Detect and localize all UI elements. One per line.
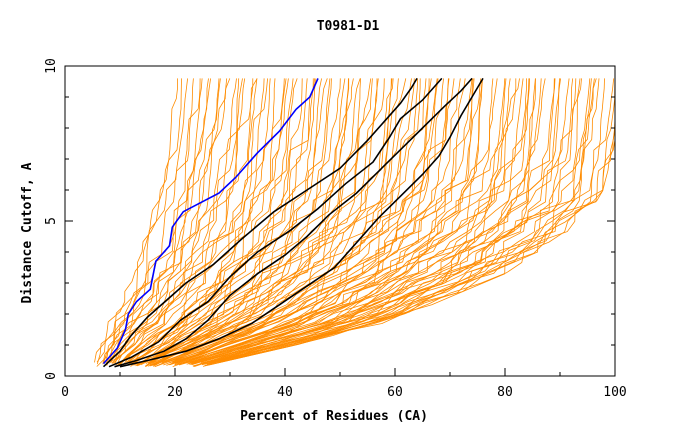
model-curve: [135, 78, 328, 367]
model-curve: [146, 78, 373, 367]
model-curve: [96, 78, 182, 365]
model-curve: [145, 78, 354, 365]
model-curve: [130, 78, 314, 367]
model-curve: [148, 78, 361, 364]
model-curve: [153, 78, 412, 367]
model-curve: [117, 78, 265, 366]
x-tick-label: 80: [497, 385, 513, 400]
y-tick-label: 10: [44, 58, 59, 74]
model-curve: [151, 78, 394, 364]
model-curve: [154, 78, 415, 366]
model-curve: [171, 78, 482, 364]
x-tick-label: 100: [603, 385, 626, 400]
model-curve: [105, 78, 221, 366]
model-curve: [151, 78, 399, 366]
model-curve: [152, 78, 418, 366]
model-curve: [154, 78, 421, 368]
model-curve: [178, 78, 498, 365]
reference-curve: [119, 77, 484, 368]
model-curve: [105, 78, 203, 363]
model-curve: [190, 78, 530, 365]
model-curve: [132, 78, 308, 364]
model-curve: [125, 78, 294, 365]
model-curve: [169, 78, 474, 366]
model-curve: [190, 78, 560, 365]
model-curve: [136, 78, 350, 366]
model-curve: [200, 78, 556, 363]
y-tick-labels: 0 5 10: [44, 58, 59, 380]
model-curve: [192, 78, 581, 367]
x-tick-labels: 0 20 40 60 80 100: [61, 385, 627, 400]
model-curve: [144, 78, 346, 363]
model-curve: [185, 78, 506, 364]
model-curve: [209, 78, 592, 365]
x-tick-label: 0: [61, 385, 69, 400]
curve-layer: [94, 77, 616, 368]
model-curve: [119, 78, 268, 366]
model-curve: [186, 78, 524, 365]
model-curve: [218, 78, 616, 363]
reference-curve: [102, 77, 418, 368]
model-curve: [178, 78, 520, 366]
highlight-curve: [102, 78, 319, 365]
x-tick-label: 40: [277, 385, 293, 400]
reference-curve: [114, 77, 473, 368]
y-tick-label: 5: [44, 217, 59, 225]
model-curve: [201, 78, 582, 365]
model-curve: [201, 78, 561, 364]
model-curve: [188, 78, 527, 363]
model-curve: [171, 78, 438, 363]
model-curve: [210, 78, 595, 363]
model-curve: [106, 78, 231, 365]
model-curve: [125, 78, 287, 363]
model-curve: [161, 78, 430, 364]
model-curve: [204, 78, 615, 366]
model-curve: [123, 78, 285, 365]
model-curve: [171, 78, 449, 363]
model-curve: [136, 78, 331, 367]
model-curve: [116, 78, 258, 366]
model-curve: [209, 78, 605, 364]
x-axis-label: Percent of Residues (CA): [240, 409, 428, 424]
model-curve: [191, 78, 546, 365]
x-tick-label: 20: [167, 385, 183, 400]
model-curve: [201, 78, 591, 366]
axis-ticks: [64, 65, 616, 377]
model-curve: [106, 78, 211, 366]
model-curve: [111, 78, 246, 364]
model-curve: [114, 78, 243, 365]
chart-title: T0981-D1: [317, 19, 380, 34]
model-curve: [166, 78, 455, 366]
reference-curve: [108, 77, 443, 368]
model-curve: [110, 78, 237, 363]
model-curve: [148, 78, 379, 364]
model-curve: [127, 78, 303, 364]
model-curve: [94, 78, 178, 363]
model-curve: [131, 78, 315, 364]
model-curve: [163, 78, 439, 366]
model-curve: [116, 78, 258, 367]
model-curve: [172, 78, 466, 364]
y-axis-label: Distance Cutoff, A: [20, 162, 35, 303]
model-curve: [189, 78, 511, 363]
model-curve: [109, 78, 220, 364]
model-curve: [149, 78, 385, 366]
x-tick-label: 60: [387, 385, 403, 400]
model-curve: [188, 78, 536, 365]
model-curve: [189, 78, 530, 364]
model-curve: [119, 78, 271, 366]
y-tick-label: 0: [44, 372, 59, 380]
model-curve: [171, 78, 475, 365]
model-curve: [174, 78, 473, 364]
model-curve: [192, 78, 555, 367]
